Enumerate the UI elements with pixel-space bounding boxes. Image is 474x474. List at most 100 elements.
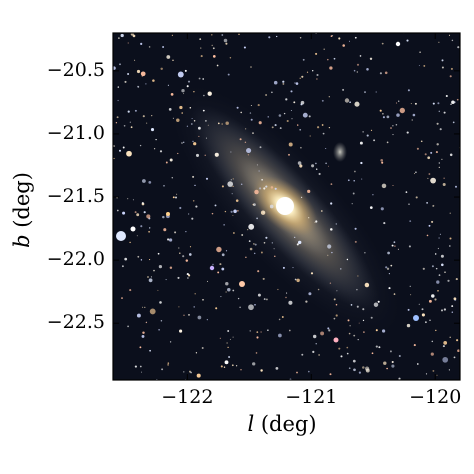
star — [353, 368, 356, 372]
star — [335, 314, 338, 317]
star — [260, 210, 266, 215]
star — [153, 148, 156, 150]
star — [449, 153, 453, 157]
star — [395, 102, 398, 104]
star — [273, 80, 278, 85]
star — [299, 77, 301, 79]
star — [223, 38, 228, 43]
star — [434, 253, 437, 255]
star — [265, 298, 268, 301]
star — [232, 178, 234, 180]
star — [340, 355, 343, 358]
star — [227, 346, 229, 349]
star — [413, 173, 416, 175]
star — [430, 177, 436, 184]
star — [365, 366, 370, 371]
star — [317, 288, 320, 291]
star — [225, 291, 227, 293]
star — [271, 91, 273, 94]
star — [221, 267, 225, 271]
star — [216, 246, 222, 253]
star — [158, 329, 160, 331]
star — [247, 154, 250, 156]
star — [364, 282, 370, 288]
star — [380, 158, 384, 162]
bright-star — [239, 281, 245, 287]
star — [406, 131, 409, 134]
star — [169, 341, 172, 343]
star — [347, 179, 350, 182]
star — [134, 59, 136, 61]
star — [224, 360, 229, 365]
star — [378, 346, 381, 349]
star — [312, 334, 317, 339]
star — [179, 329, 183, 333]
star — [139, 144, 142, 147]
star — [178, 247, 180, 249]
star — [183, 141, 185, 143]
star — [336, 290, 338, 292]
star — [127, 42, 129, 44]
star — [177, 152, 179, 155]
star — [142, 179, 146, 183]
star — [240, 183, 243, 185]
star — [117, 86, 120, 88]
star — [195, 205, 198, 208]
star — [254, 189, 259, 195]
star — [140, 225, 143, 228]
star — [352, 192, 355, 195]
star — [192, 140, 194, 142]
star — [248, 304, 254, 311]
star — [127, 73, 130, 75]
star — [379, 109, 382, 112]
star — [413, 344, 416, 347]
star — [168, 238, 173, 242]
star — [183, 93, 185, 95]
star — [389, 350, 392, 353]
star — [379, 72, 382, 75]
star — [134, 109, 137, 112]
star — [363, 331, 365, 333]
x-tick-label: −120 — [409, 386, 462, 408]
star — [275, 367, 279, 370]
star — [149, 349, 151, 352]
star — [254, 304, 256, 306]
star — [288, 329, 291, 332]
star — [175, 196, 177, 199]
star — [435, 329, 437, 332]
y-tick-label: −21.5 — [46, 185, 105, 208]
star — [249, 247, 253, 251]
star — [391, 360, 394, 364]
star — [388, 273, 390, 275]
star — [441, 158, 443, 161]
star — [134, 211, 137, 214]
star — [177, 276, 180, 279]
star — [188, 314, 190, 316]
star — [373, 139, 376, 142]
star — [386, 267, 390, 270]
star — [256, 217, 258, 220]
star — [347, 319, 350, 322]
star — [186, 85, 189, 88]
star — [441, 59, 444, 62]
star — [310, 272, 314, 275]
star — [295, 82, 299, 85]
star — [442, 356, 449, 363]
star — [190, 123, 193, 125]
star — [149, 259, 151, 261]
star — [228, 355, 231, 359]
star — [357, 338, 359, 341]
star — [163, 184, 165, 187]
bright-star — [395, 41, 401, 47]
star — [152, 79, 155, 82]
star — [129, 121, 131, 123]
star — [183, 314, 185, 317]
star — [127, 198, 129, 200]
star — [348, 40, 351, 42]
star — [184, 69, 187, 72]
star — [161, 368, 164, 371]
star — [274, 124, 277, 127]
star — [141, 75, 143, 77]
star — [239, 138, 242, 141]
